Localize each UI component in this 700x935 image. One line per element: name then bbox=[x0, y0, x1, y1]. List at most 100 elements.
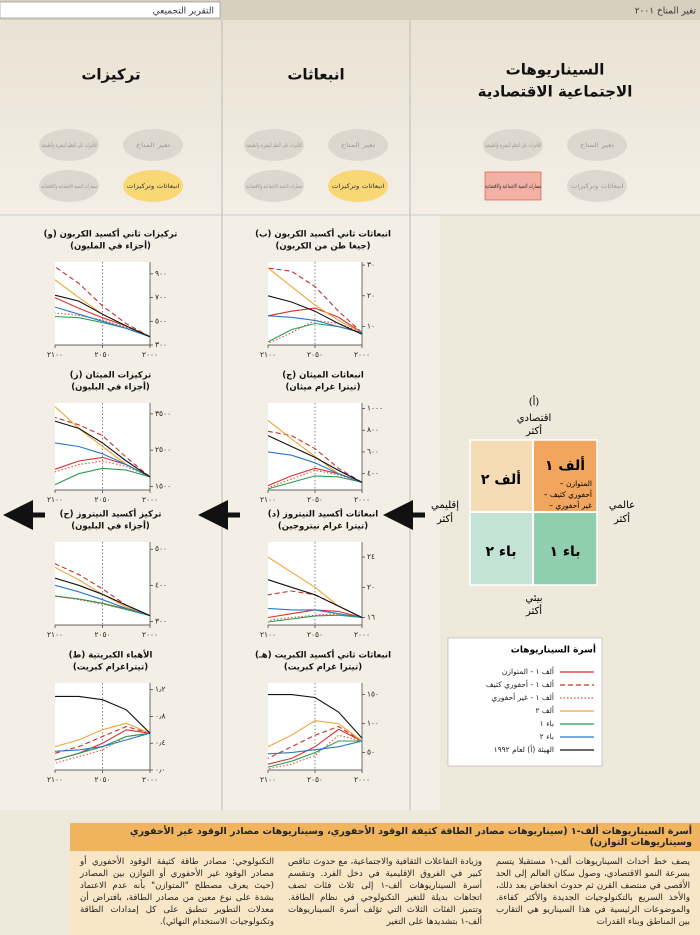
y-tick-label: ١٠ bbox=[367, 322, 375, 331]
cycle-label: مسارات التنمية الاجتماعية والاقتصادية bbox=[246, 183, 302, 190]
series-line bbox=[54, 595, 151, 617]
series-line bbox=[54, 442, 151, 478]
quadrant-b1 bbox=[533, 512, 597, 585]
chart-subtitle: (تيترا غرام ميثان) bbox=[286, 383, 361, 393]
series-line bbox=[267, 307, 363, 334]
cycle-label: تغير المناخ bbox=[341, 142, 375, 149]
chart-title: (هـ) انبعاثات ثاني أكسيد الكبريت bbox=[255, 649, 391, 661]
y-tick-label: ٦٠٠ bbox=[367, 447, 379, 456]
cycle-node bbox=[328, 170, 388, 202]
y-tick-label: ١٠٠ bbox=[367, 719, 379, 728]
chart-subtitle: (أجزاء في البليون) bbox=[71, 381, 150, 393]
column-heading: السيناريوهات bbox=[506, 61, 605, 79]
x-tick-label: ٢٠٥٠ bbox=[94, 775, 110, 784]
scenario-name: ألف ١ bbox=[545, 456, 585, 474]
x-tick-label: ٢١٠٠ bbox=[260, 775, 276, 784]
legend-label: ألف ١ - أحفوري كثيف bbox=[486, 679, 554, 689]
y-tick-label: ٢٠ bbox=[367, 582, 375, 591]
cycle-node bbox=[123, 129, 183, 161]
x-tick-label: ٢٠٥٠ bbox=[307, 350, 323, 359]
axis-end: أكثر bbox=[436, 512, 453, 525]
chart-subtitle: (تيترا غرام نيتروجين) bbox=[278, 522, 368, 532]
series-line bbox=[54, 420, 151, 478]
axis-end: أكثر bbox=[525, 424, 542, 437]
series-line bbox=[54, 722, 151, 748]
legend-label: ألف ١ - المتوازن bbox=[502, 666, 554, 676]
legend-title: أسرة السيناريوهات bbox=[511, 644, 596, 656]
y-tick-label: ٠٫٠ bbox=[155, 765, 166, 774]
chart-title: (ز) تركيزات الميثان bbox=[70, 371, 151, 381]
scenario-variant: – أحفوري كثيف bbox=[544, 489, 592, 499]
quadrant-label: (أ) bbox=[529, 395, 540, 408]
y-tick-label: ٣٥٠٠ bbox=[155, 409, 171, 418]
x-tick-label: ٢٠٥٠ bbox=[94, 495, 110, 504]
cycle-node bbox=[483, 129, 543, 161]
legend-label: ألف ٢ bbox=[535, 705, 554, 715]
legend-box bbox=[447, 637, 603, 767]
chart-title: (ب) انبعاثات ثاني أكسيد الكربون bbox=[255, 228, 391, 240]
series-line bbox=[54, 416, 151, 478]
chart-subtitle: (تيتراغرام كبريت) bbox=[73, 663, 148, 673]
report-title: تغير المناخ ٢٠٠١ bbox=[635, 7, 697, 17]
x-tick-label: ٢٠٥٠ bbox=[94, 630, 110, 639]
x-tick-label: ٢٠٠٠ bbox=[142, 775, 158, 784]
quadrant-a2 bbox=[470, 440, 533, 512]
legend-label: ألف ١ - غير أحفوري bbox=[491, 692, 554, 702]
quadrant-a1 bbox=[533, 440, 597, 512]
series-line bbox=[267, 430, 363, 483]
series-line bbox=[54, 306, 151, 338]
scenario-name: باء ٢ bbox=[485, 544, 516, 560]
plot-area bbox=[268, 542, 362, 625]
series-line bbox=[267, 435, 363, 483]
x-tick-label: ٢٠٠٠ bbox=[354, 775, 370, 784]
x-tick-label: ٢١٠٠ bbox=[47, 495, 63, 504]
column-heading: انبعاثات bbox=[287, 66, 344, 84]
y-tick-label: ٣٠ bbox=[367, 260, 375, 269]
text-box-title: أسرة السيناريوهات ألف-١ (سيناريوهات مصاد… bbox=[70, 823, 700, 851]
column-heading: الاجتماعية الاقتصادية bbox=[478, 83, 633, 101]
chart-title: (و) تركيزات ثاني أكسيد الكربون bbox=[44, 228, 178, 240]
series-line bbox=[267, 267, 363, 334]
axis-end: أكثر bbox=[613, 512, 630, 525]
axis-end: بيئي bbox=[525, 593, 542, 604]
cycle-label: تغير المناخ bbox=[136, 142, 170, 149]
legend-label: باء ٢ bbox=[540, 732, 554, 741]
x-tick-label: ٢٠٥٠ bbox=[307, 495, 323, 504]
x-tick-label: ٢٠٥٠ bbox=[307, 630, 323, 639]
chart-title: (ح) تركيز أكسيد النيتروز bbox=[60, 508, 162, 520]
text-column: وزيادة التفاعلات الثقافية والاجتماعية، م… bbox=[288, 857, 483, 927]
cycle-label: انبعاثات وتركيزات bbox=[571, 183, 624, 190]
series-line bbox=[54, 725, 151, 754]
x-tick-label: ٢١٠٠ bbox=[260, 495, 276, 504]
y-tick-label: ١٫٢ bbox=[155, 685, 166, 694]
series-line bbox=[267, 740, 362, 768]
y-tick-label: ١٥٠ bbox=[367, 690, 379, 699]
cycle-label: التأثيرات على النظم البشرية والطبيعية bbox=[485, 140, 541, 149]
y-tick-label: ٤٠٠ bbox=[155, 580, 167, 589]
series-line bbox=[54, 467, 151, 486]
x-tick-label: ٢٠٠٠ bbox=[142, 630, 158, 639]
cycle-label: مسارات التنمية الاجتماعية والاقتصادية bbox=[485, 183, 541, 190]
series-line bbox=[54, 460, 151, 478]
scenario-name: ألف ٢ bbox=[481, 470, 521, 488]
x-tick-label: ٢١٠٠ bbox=[260, 350, 276, 359]
x-tick-label: ٢٠٠٠ bbox=[142, 350, 158, 359]
legend-label: باء ١ bbox=[540, 719, 554, 728]
header-box bbox=[0, 1, 221, 19]
chart-title: (ج) انبعاثات الميثان bbox=[282, 371, 364, 381]
series-line bbox=[267, 614, 363, 623]
y-tick-label: ٣٠٠ bbox=[155, 616, 167, 625]
x-tick-label: ٢٠٠٠ bbox=[354, 630, 370, 639]
series-line bbox=[267, 740, 363, 755]
cycle-label: انبعاثات وتركيزات bbox=[332, 183, 385, 190]
y-tick-label: ٢٤ bbox=[367, 552, 375, 561]
cycle-node bbox=[567, 170, 627, 202]
chart-subtitle: (تيترا غرام كبريت) bbox=[284, 663, 362, 673]
text-columns: يصف خط أحداث السيناريوهات ألف-١ مستقبلا … bbox=[70, 851, 700, 933]
x-tick-label: ٢١٠٠ bbox=[47, 350, 63, 359]
y-tick-label: ٥٠٠ bbox=[155, 544, 167, 553]
section-title: التقرير التجميعي bbox=[153, 7, 214, 17]
figure: تغير المناخ ٢٠٠١ التقرير التجميعي (أ) اق… bbox=[0, 0, 700, 810]
series-line bbox=[54, 732, 151, 764]
